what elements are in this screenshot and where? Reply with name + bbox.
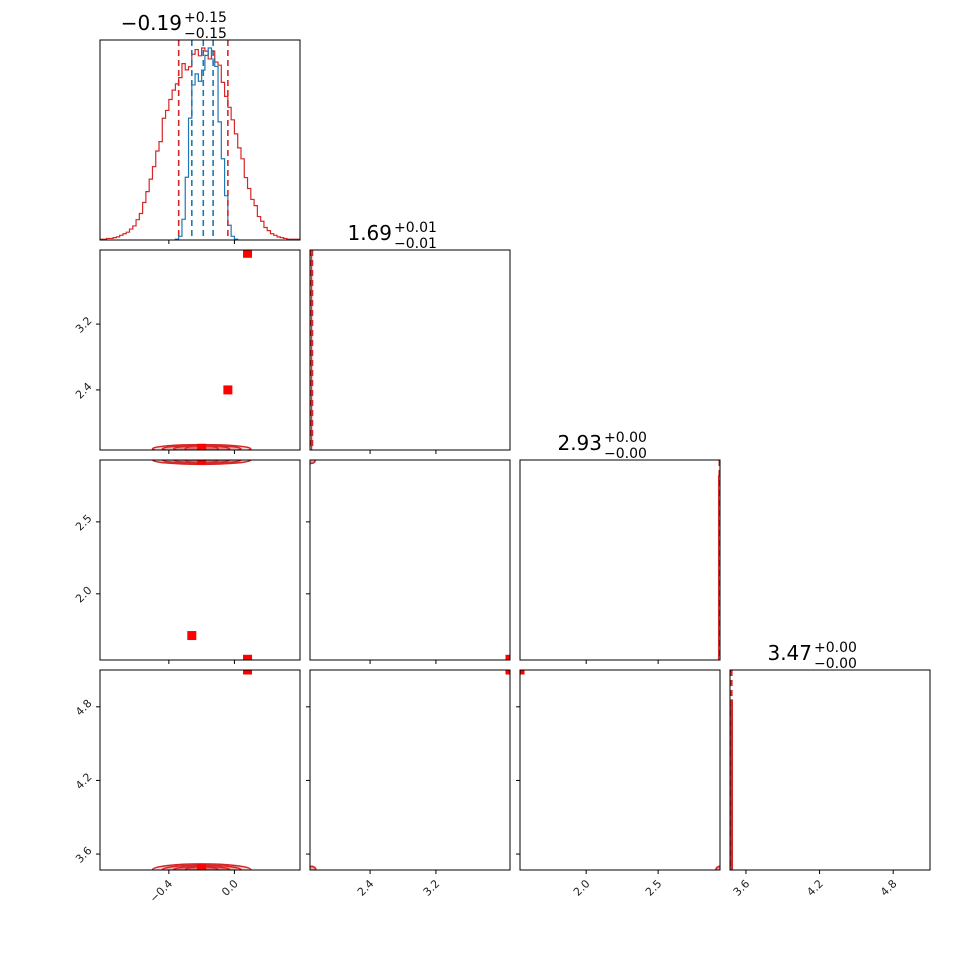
y-tick-label: 4.8 <box>73 697 95 719</box>
panel-title-value: −0.19 <box>121 11 182 35</box>
scatter-point <box>243 654 253 660</box>
scatter-panel-2-3 <box>520 670 720 870</box>
marginal-panel-2 <box>717 460 720 660</box>
x-tick-label: 2.0 <box>571 877 593 899</box>
x-tick-label: −0.4 <box>147 877 175 905</box>
y-tick-label: 4.2 <box>73 771 95 793</box>
panel-title-plus: +0.00 <box>604 430 647 446</box>
x-tick-label: 0.0 <box>219 877 241 899</box>
panel-title-minus: −0.15 <box>184 26 227 42</box>
panel-frame <box>99 249 301 451</box>
y-tick-label: 2.0 <box>73 584 95 606</box>
x-tick-label: 4.8 <box>878 877 900 899</box>
panel-frame <box>729 669 931 871</box>
scatter-point <box>505 670 510 675</box>
y-tick-label: 3.2 <box>73 314 95 336</box>
panel-title-plus: +0.01 <box>394 220 437 236</box>
marginal-panel-1 <box>310 250 314 450</box>
y-tick-label: 3.6 <box>73 844 95 866</box>
scatter-point <box>197 864 207 870</box>
panel-frame <box>519 459 721 661</box>
scatter-panel-0-1 <box>151 250 253 450</box>
contour-level <box>310 865 317 870</box>
panel-title-plus: +0.15 <box>184 10 227 26</box>
panel-frame <box>309 459 511 661</box>
y-tick-label: 2.5 <box>73 512 95 534</box>
scatter-point <box>223 385 233 395</box>
histogram-red <box>100 47 300 240</box>
panel-frame <box>99 669 301 871</box>
scatter-panel-0-3 <box>151 670 253 870</box>
x-tick-label: 4.2 <box>804 877 826 899</box>
x-tick-label: 2.4 <box>355 877 377 899</box>
x-tick-label: 3.6 <box>731 877 753 899</box>
panel-frame <box>519 669 721 871</box>
scatter-point <box>197 460 207 465</box>
panel-title-value: 2.93 <box>557 431 602 455</box>
panel-frame <box>309 249 511 451</box>
panel-title-value: 3.47 <box>767 641 812 665</box>
y-tick-label: 2.4 <box>73 380 95 402</box>
marginal-panel-0 <box>100 40 300 240</box>
marginal-panel-3 <box>730 670 734 870</box>
contour-level <box>715 865 720 870</box>
scatter-panel-0-2 <box>151 460 253 660</box>
panel-frame <box>309 669 511 871</box>
scatter-point <box>243 670 253 675</box>
panel-title-plus: +0.00 <box>814 640 857 656</box>
panel-frame <box>99 459 301 661</box>
panel-frame <box>99 39 301 241</box>
scatter-point <box>197 443 207 450</box>
panel-title-minus: −0.00 <box>814 656 857 672</box>
panel-title-minus: −0.00 <box>604 446 647 462</box>
x-tick-label: 2.5 <box>643 877 665 899</box>
panel-title-value: 1.69 <box>347 221 392 245</box>
scatter-point <box>505 654 510 660</box>
scatter-point <box>243 250 253 258</box>
scatter-point <box>187 631 197 641</box>
panel-title-minus: −0.01 <box>394 236 437 252</box>
x-tick-label: 3.2 <box>421 877 443 899</box>
scatter-panel-1-3 <box>310 670 510 870</box>
scatter-panel-1-2 <box>310 460 510 660</box>
scatter-point <box>520 670 525 675</box>
